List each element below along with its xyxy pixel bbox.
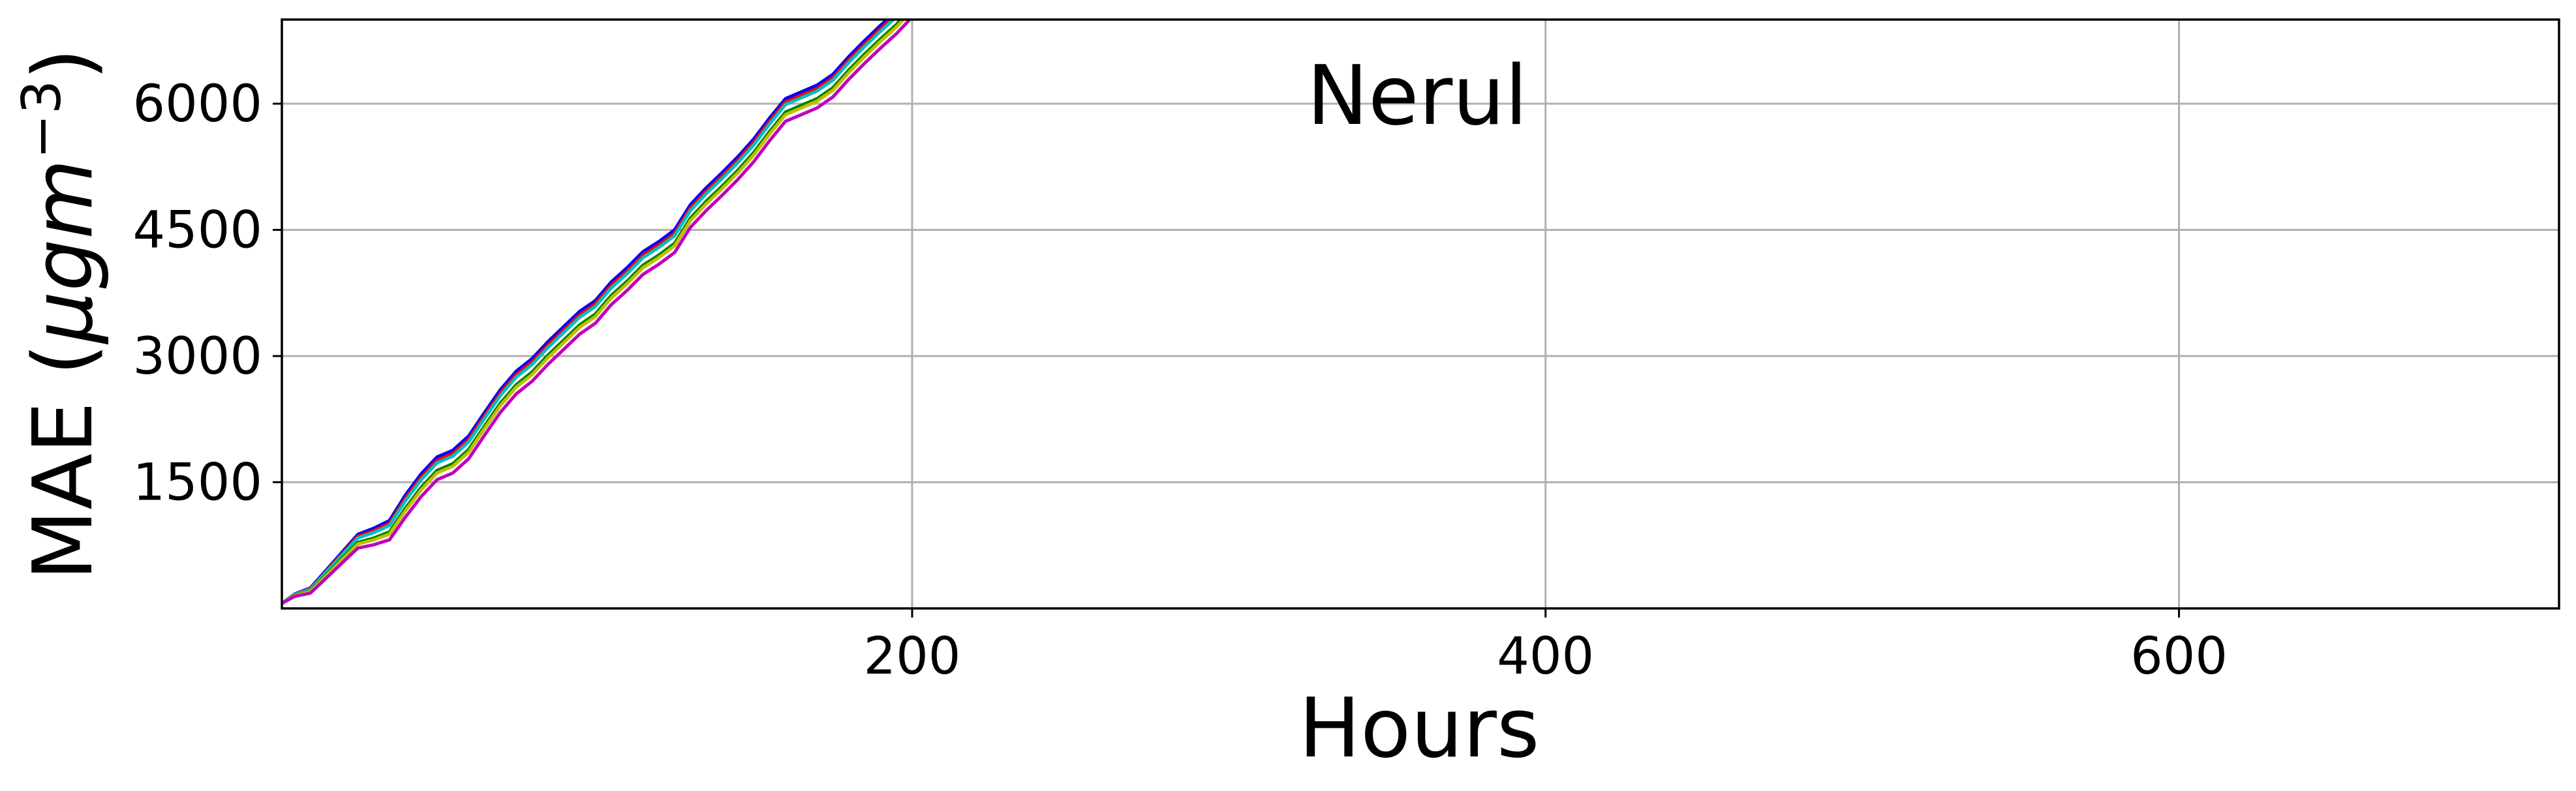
y-tick-label: 3000 (132, 327, 262, 386)
y-tick-label: 4500 (132, 201, 262, 260)
y-axis-label-exponent: −3 (11, 80, 73, 159)
plot-frame (281, 18, 2560, 610)
chart-annotation: Nerul (1307, 48, 1527, 143)
series-line-magenta (282, 20, 912, 605)
series-group (282, 20, 912, 605)
grid (282, 20, 2559, 608)
y-axis-label-prefix: MAE ( (15, 344, 111, 581)
x-tick-label: 200 (863, 627, 960, 686)
y-tick-label: 1500 (132, 454, 262, 513)
y-axis-label: MAE (μgm−3) (11, 48, 111, 581)
y-axis-label-suffix: ) (15, 48, 111, 80)
x-axis-label: Hours (1298, 680, 1539, 776)
series-line-cyan (282, 20, 897, 605)
x-tick-label: 400 (1497, 627, 1594, 686)
y-axis-label-unit: μgm (15, 159, 111, 345)
series-line-olive (282, 20, 906, 605)
x-tick-label: 600 (2130, 627, 2228, 686)
ticks: 200 400 600 1500 3000 4500 6000 (132, 75, 2227, 686)
y-tick-label: 6000 (132, 75, 262, 134)
